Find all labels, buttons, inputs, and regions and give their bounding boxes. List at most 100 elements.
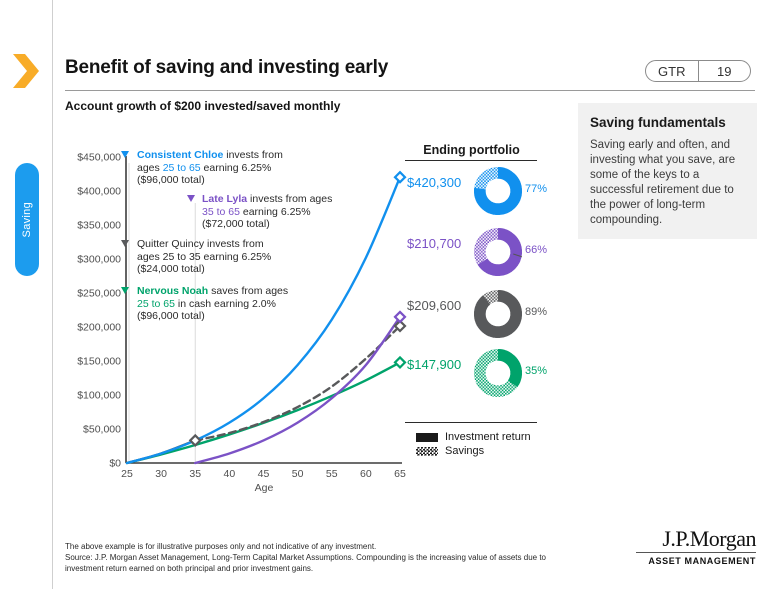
percent-label: 89%: [525, 306, 548, 318]
percent-label: 35%: [525, 365, 548, 377]
series-end-marker: [393, 355, 407, 369]
annotation-text: Consistent Chloe: [137, 149, 224, 161]
annotation-text: Late Lyla: [202, 193, 248, 205]
annotation-text: ages: [137, 161, 163, 174]
badge-gtr-label: GTR: [658, 63, 686, 79]
panel-body: Saving early and often, and investing wh…: [590, 139, 736, 226]
annotation-marker-triangle: [121, 287, 129, 294]
y-tick-label: $50,000: [83, 424, 121, 436]
series-line-consistent-chloe: [125, 175, 402, 465]
saving-fundamentals-panel: Saving fundamentals Saving early and oft…: [578, 103, 757, 239]
annotation-text: 25 to 65: [137, 297, 175, 310]
y-tick-label: $0: [109, 458, 121, 470]
badge-divider: [697, 61, 699, 81]
annotation-text: ages 25 to 35 earning 6.25%: [137, 250, 272, 263]
y-tick-label: $100,000: [77, 390, 121, 402]
annotation-line: Late Lyla invests from ages: [202, 193, 332, 206]
x-tick-label: 50: [292, 468, 304, 480]
donut-return-arc: [473, 166, 523, 216]
annotation-text: invests from ages: [247, 193, 333, 205]
legend-item-savings: Savings: [403, 445, 558, 458]
legend-swatch-hatched: [416, 447, 438, 456]
annotation-text: Quitter Quincy invests from: [137, 238, 264, 250]
x-tick-label: 60: [360, 468, 372, 480]
legend-swatch-solid: [416, 433, 438, 442]
ending-portfolio-row: $210,700 66%: [403, 227, 558, 279]
annotation-text: earning 6.25%: [239, 205, 311, 218]
y-tick-label: $200,000: [77, 322, 121, 334]
ending-portfolio-rule-top: [405, 160, 537, 161]
y-tick-label: $300,000: [77, 254, 121, 266]
x-tick-label: 65: [394, 468, 406, 480]
footnote: The above example is for illustrative pu…: [65, 541, 630, 574]
series-line-late-lyla: [194, 315, 402, 465]
annotation-line: ($96,000 total): [137, 174, 283, 187]
annotation-text: 25 to 65: [162, 161, 201, 174]
x-tick-label: 40: [224, 468, 236, 480]
annotation-late-lyla: Late Lyla invests from ages 35 to 65 earn…: [202, 193, 332, 231]
ending-portfolio-rule-bottom: [405, 422, 537, 423]
ending-portfolio-row: $420,300 77%: [403, 166, 558, 218]
donut-return-arc: [473, 227, 523, 277]
panel-title: Saving fundamentals: [590, 115, 726, 130]
donut-chart: [473, 166, 523, 216]
growth-chart: $450,000 $400,000 $350,000 $300,000 $250,000…: [77, 152, 407, 494]
legend-label: Investment return: [445, 431, 531, 443]
annotation-line: ($72,000 total): [202, 218, 332, 231]
x-tick-label: 55: [326, 468, 338, 480]
footnote-line: The above example is for illustrative pu…: [65, 542, 377, 551]
sidebar-tab-saving[interactable]: Saving: [15, 163, 39, 276]
sidebar-tab-label: Saving: [21, 201, 33, 238]
percent-label: 77%: [525, 183, 548, 195]
annotation-marker-triangle: [121, 151, 129, 158]
ending-amount-label: $210,700: [407, 236, 462, 251]
annotation-text: ($72,000 total): [202, 218, 270, 230]
donut-chart: [473, 348, 523, 398]
y-tick-label: $350,000: [77, 220, 121, 232]
chevron-right-icon: [13, 54, 39, 88]
annotation-text: 35 to 65: [202, 205, 240, 218]
annotation-text: saves from ages: [208, 285, 289, 297]
page-badge: GTR 19: [645, 60, 751, 82]
ending-amount-label: $209,600: [407, 298, 462, 313]
y-tick-label: $250,000: [77, 288, 121, 300]
annotation-marker-triangle: [187, 195, 195, 202]
x-tick-label: 35: [189, 468, 201, 480]
annotation-text: Nervous Noah: [137, 285, 209, 297]
annotation-text: in cash earning 2.0%: [174, 297, 276, 310]
donut-return-arc: [473, 289, 523, 339]
chart-title: Account growth of $200 invested/saved mo…: [65, 99, 341, 113]
header-rule: [65, 90, 755, 91]
annotation-line: ($96,000 total): [137, 310, 288, 323]
ending-portfolio-section: Ending portfolio $420,300 77% $210,700 66% $…: [403, 143, 558, 493]
annotation-line: 35 to 65 earning 6.25%: [202, 206, 332, 219]
annotation-quitter-quincy: Quitter Quincy invests from ages 25 to 35…: [137, 238, 271, 276]
annotation-text: invests from: [223, 149, 283, 161]
annotation-text: ($96,000 total): [137, 310, 205, 322]
donut-return-arc: [473, 348, 523, 398]
chart-annotations: Consistent Chloe invests from ages 25 to …: [55, 140, 420, 500]
logo-rule: [636, 552, 756, 553]
jpmorgan-logo: J.P.Morgan ASSET MANAGEMENT: [636, 527, 757, 566]
annotation-marker-triangle: [121, 240, 129, 247]
y-tick-label: $150,000: [77, 356, 121, 368]
x-tick-label: 25: [121, 468, 133, 480]
footnote-line: investment return earned on both princip…: [65, 564, 314, 573]
x-tick-label: 30: [155, 468, 167, 480]
legend-label: Savings: [445, 445, 485, 457]
annotation-consistent-chloe: Consistent Chloe invests from ages 25 to …: [137, 149, 283, 187]
legend-item-investment-return: Investment return: [403, 431, 558, 444]
annotation-nervous-noah: Nervous Noah saves from ages 25 to 65 in …: [137, 285, 288, 323]
annotation-text: ($96,000 total): [137, 174, 205, 186]
annotation-line: Consistent Chloe invests from: [137, 149, 283, 162]
x-tick-label: 45: [258, 468, 270, 480]
annotation-line: Quitter Quincy invests from: [137, 238, 271, 251]
annotation-line: ages 25 to 35 earning 6.25%: [137, 251, 271, 264]
page-title: Benefit of saving and investing early: [65, 57, 389, 78]
ending-portfolio-row: $209,600 89%: [403, 289, 558, 341]
annotation-line: Nervous Noah saves from ages: [137, 285, 288, 298]
annotation-line: 25 to 65 in cash earning 2.0%: [137, 298, 288, 311]
percent-label: 66%: [525, 244, 548, 256]
annotation-text: ($24,000 total): [137, 263, 205, 275]
